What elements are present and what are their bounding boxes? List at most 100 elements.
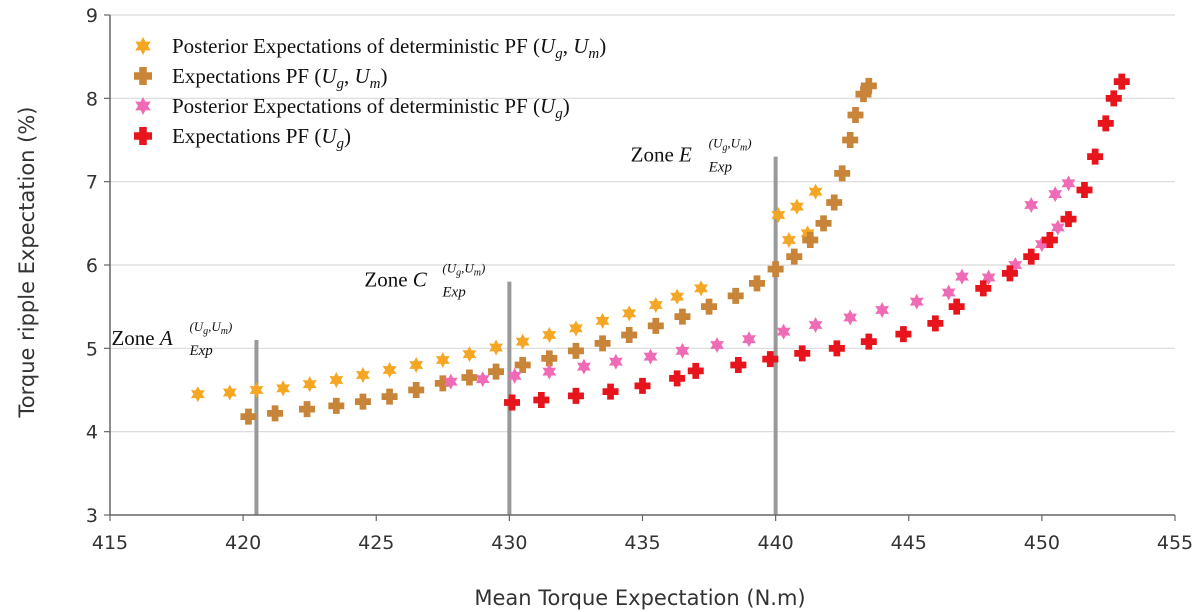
legend-entry: Posterior Expectations of deterministic … [172,34,606,62]
data-point [329,372,344,388]
zone-subscript: Exp [441,285,466,301]
data-point [594,335,611,352]
y-tick-label: 6 [86,255,98,277]
data-point [727,287,744,304]
legend-entry: Posterior Expectations of deterministic … [172,94,570,122]
data-point [927,315,944,332]
data-point [948,298,965,315]
data-points [190,73,1130,425]
legend: Posterior Expectations of deterministic … [134,34,606,152]
data-point [443,373,458,390]
data-point [514,357,531,373]
data-point [782,232,796,248]
y-tick-label: 8 [86,88,98,110]
data-point [981,269,996,286]
zone-superscript: (Ug,Um) [709,136,752,154]
data-point [776,323,791,340]
zone-label-C: Zone C [364,268,427,292]
data-point [941,284,956,301]
data-point [742,331,756,348]
data-point [860,77,877,94]
zone-label-A: Zone A [111,326,172,350]
data-point [634,377,651,394]
data-point [808,317,823,333]
data-point [909,293,924,310]
data-point [694,280,708,297]
data-point [533,392,550,408]
data-point [567,387,584,404]
data-point [669,370,686,387]
data-point [489,339,503,356]
data-point [328,397,345,414]
data-point [648,297,663,313]
data-point [541,350,558,367]
data-point [434,375,451,392]
data-point [1060,211,1077,228]
data-point [622,305,637,322]
zone-markers: Zone A (Ug,Um) Exp Zone C (Ug,Um) Exp Zone E (U… [111,136,778,515]
data-point [381,388,398,405]
data-point [302,376,317,393]
x-tick-label: 450 [1024,532,1060,554]
data-point [1034,236,1049,253]
data-point [1105,90,1122,107]
data-point [249,382,264,398]
data-point [515,333,530,350]
zone-subscript: Exp [188,343,213,359]
y-tick-label: 4 [86,422,98,444]
data-point [299,401,316,418]
data-point [1041,232,1058,248]
data-point [748,275,765,292]
data-point [670,288,685,305]
series-0 [190,183,823,403]
data-point [828,340,845,357]
y-tick-labels: 3 4 5 6 7 8 9 [86,5,110,527]
data-point [1024,197,1039,213]
data-point [1008,257,1023,273]
data-point [608,353,623,370]
data-point [794,345,811,362]
data-point [461,369,478,386]
data-point [875,302,890,318]
x-tick-label: 415 [92,532,128,554]
data-point [488,363,505,380]
data-point [1023,248,1040,265]
data-point [354,393,371,410]
data-point [674,308,691,325]
gridlines [110,14,1175,433]
legend-marker [135,37,151,55]
data-point [815,215,832,232]
x-tick-label: 430 [491,532,527,554]
data-point [475,371,490,388]
data-point [542,327,557,343]
y-axis-title: Torque ripple Expectation (%) [15,106,39,418]
data-point [569,320,583,337]
data-point [842,132,859,148]
series-1 [240,77,877,425]
data-point [356,367,370,383]
legend-entry: Expectations PF (Ug) [172,124,351,152]
data-point [1113,73,1130,90]
data-point [1087,148,1104,165]
data-point [190,386,205,403]
zone-label-E: Zone E [631,143,692,167]
data-point [595,312,610,329]
series-3 [504,73,1130,411]
x-tick-label: 445 [891,532,927,554]
data-point [767,261,784,278]
x-tick-label: 455 [1157,532,1193,554]
data-point [955,268,969,285]
data-point [826,194,843,211]
zone-superscript: (Ug,Um) [442,261,485,279]
y-tick-label: 5 [86,338,98,360]
legend-marker [135,97,151,115]
data-point [240,408,257,425]
legend-marker [134,127,152,145]
zone-subscript: Exp [708,160,733,176]
data-point [1001,265,1018,282]
data-point [802,232,819,248]
y-tick-label: 7 [86,172,98,194]
data-point [687,362,704,379]
data-point [808,183,823,200]
data-point [786,248,803,265]
